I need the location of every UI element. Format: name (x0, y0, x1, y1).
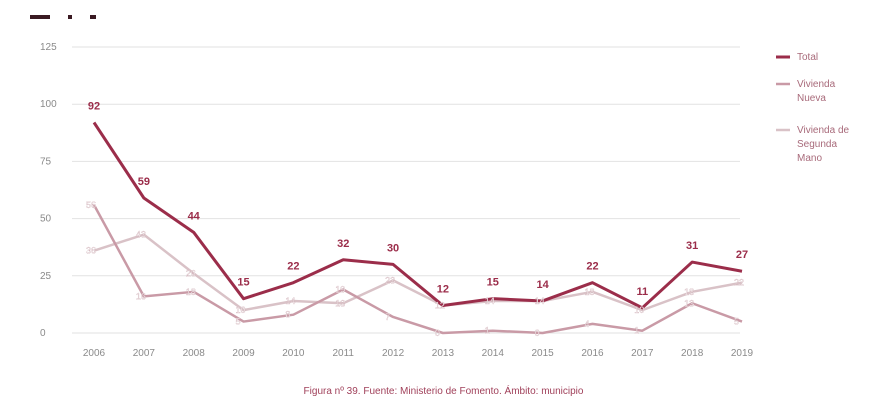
legend: Total Vivienda Nueva Vivienda de Segunda Mano (776, 52, 850, 164)
data-label: 1 (485, 326, 490, 336)
legend-label: Vivienda de Segunda Mano (797, 125, 850, 164)
data-label: 5 (734, 317, 739, 327)
data-label: 5 (236, 317, 241, 327)
y-tick-label: 50 (40, 214, 52, 225)
x-tick-label: 2012 (382, 348, 405, 359)
legend-label: Total (797, 52, 818, 63)
data-label: 26 (186, 269, 196, 279)
data-label: 12 (435, 301, 445, 311)
series-lines (92, 121, 743, 335)
data-label: 43 (136, 230, 146, 240)
x-tick-label: 2018 (681, 348, 704, 359)
data-label: 23 (385, 275, 395, 285)
data-label: 10 (236, 305, 246, 315)
x-tick-label: 2008 (183, 348, 206, 359)
data-label-total: 15 (487, 277, 499, 289)
data-label: 14 (485, 296, 495, 306)
data-label-total: 44 (188, 210, 201, 222)
series-line-1 (92, 204, 743, 335)
legend-label-line: Nueva (797, 93, 826, 104)
data-label: 8 (285, 310, 290, 320)
data-label: 0 (535, 328, 540, 338)
legend-label: Vivienda Nueva (797, 79, 836, 104)
data-label: 14 (535, 296, 545, 306)
x-tick-label: 2013 (432, 348, 455, 359)
data-label-total: 32 (337, 238, 349, 250)
data-label-total: 30 (387, 242, 399, 254)
legend-label-line: Segunda (797, 139, 837, 150)
y-tick-label: 25 (40, 271, 52, 282)
data-label: 10 (634, 305, 644, 315)
x-tick-label: 2007 (133, 348, 156, 359)
data-label: 18 (186, 287, 196, 297)
data-label-total: 11 (636, 286, 648, 298)
series-line-0 (92, 121, 743, 310)
data-label: 19 (335, 285, 345, 295)
legend-label-line: Mano (797, 153, 822, 164)
data-label-total: 14 (536, 279, 549, 291)
x-tick-label: 2011 (332, 348, 354, 359)
data-label: 14 (285, 296, 295, 306)
figure-caption: Figura nº 39. Fuente: Ministerio de Fome… (303, 386, 584, 397)
data-label-total: 92 (88, 101, 100, 113)
data-label-total: 59 (138, 176, 150, 188)
x-tick-label: 2006 (83, 348, 106, 359)
y-axis-ticks: 0 25 50 75 100 125 (40, 42, 57, 339)
y-tick-label: 0 (40, 328, 46, 339)
title-redacted (30, 6, 190, 19)
data-label: 0 (435, 328, 440, 338)
x-tick-label: 2009 (232, 348, 255, 359)
data-label: 16 (136, 291, 146, 301)
y-tick-label: 100 (40, 99, 57, 110)
data-label: 18 (584, 287, 594, 297)
data-label-total: 12 (437, 284, 449, 296)
legend-label-line: Vivienda de (797, 125, 850, 136)
data-label: 4 (584, 319, 589, 329)
x-tick-label: 2016 (581, 348, 604, 359)
data-label-total: 22 (586, 261, 598, 273)
x-tick-label: 2019 (731, 348, 754, 359)
data-label: 36 (86, 246, 96, 256)
data-label-total: 22 (287, 261, 299, 273)
data-label: 56 (86, 200, 96, 210)
y-tick-label: 125 (40, 42, 57, 53)
x-tick-label: 2014 (482, 348, 505, 359)
y-tick-label: 75 (40, 156, 52, 167)
data-label: 1 (634, 326, 639, 336)
data-label: 13 (335, 298, 345, 308)
data-label: 7 (385, 312, 390, 322)
data-label-total: 27 (736, 249, 748, 261)
legend-label-line: Total (797, 52, 818, 63)
series-line-2 (93, 233, 743, 312)
data-label: 18 (684, 287, 694, 297)
data-label-total: 15 (237, 277, 249, 289)
data-label: 13 (684, 298, 694, 308)
x-tick-label: 2010 (282, 348, 305, 359)
legend-label-line: Vivienda (797, 79, 836, 90)
x-tick-label: 2017 (631, 348, 654, 359)
x-tick-label: 2015 (531, 348, 554, 359)
data-label-total: 31 (686, 240, 698, 252)
x-axis-ticks: 2006 2007 2008 2009 2010 2011 2012 2013 2014 2015… (83, 348, 754, 359)
data-label: 22 (734, 278, 744, 288)
